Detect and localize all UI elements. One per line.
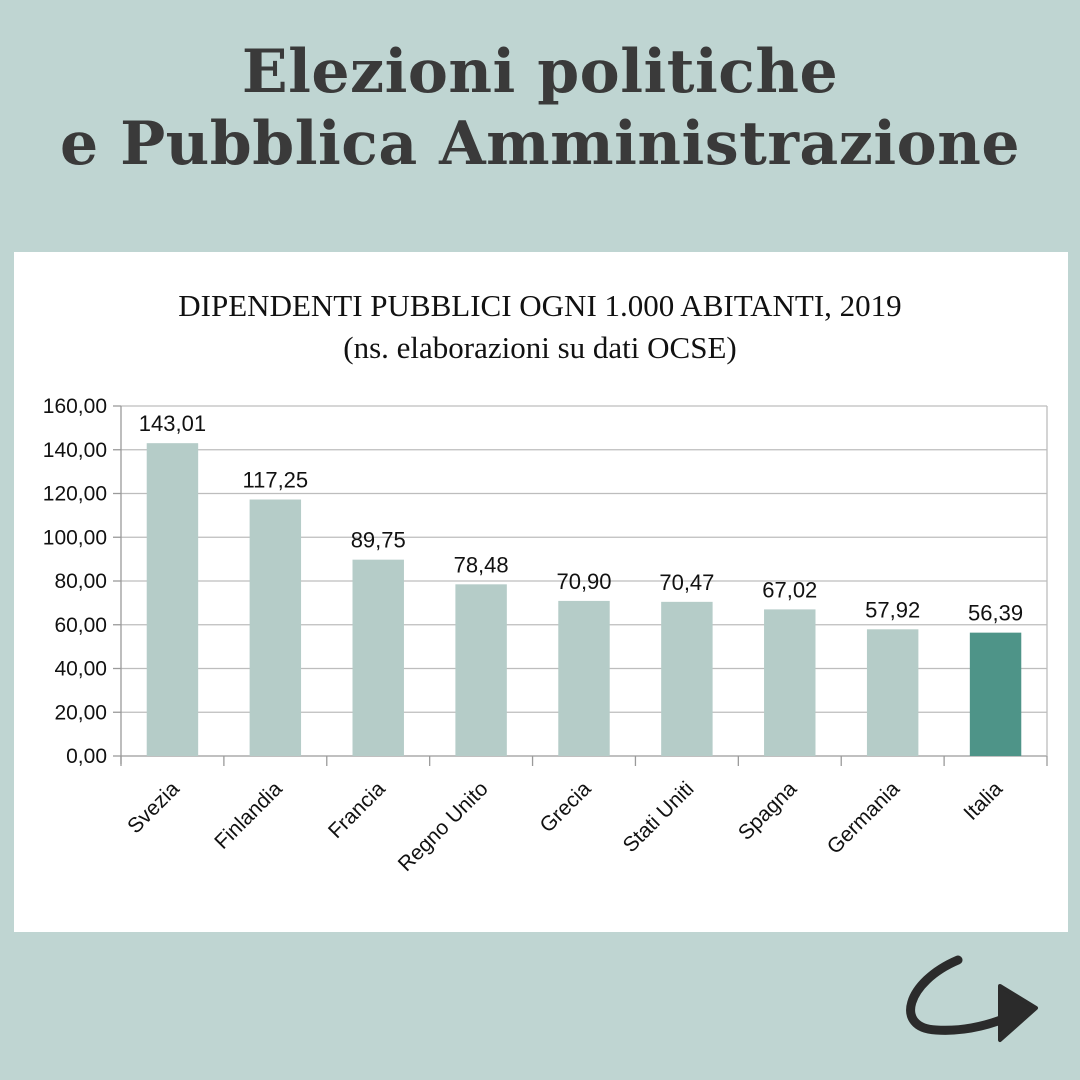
bar-grecia bbox=[558, 600, 610, 756]
bar-italia bbox=[969, 632, 1022, 756]
data-label: 67,02 bbox=[762, 577, 817, 602]
y-tick-label: 0,00 bbox=[66, 745, 107, 768]
data-label: 56,39 bbox=[968, 601, 1023, 626]
chart-title: DIPENDENTI PUBBLICI OGNI 1.000 ABITANTI,… bbox=[178, 288, 901, 323]
data-label: 70,90 bbox=[556, 569, 611, 594]
x-tick-label: Spagna bbox=[734, 777, 802, 845]
x-tick-label: Grecia bbox=[536, 777, 596, 837]
page-title: Elezioni politiche e Pubblica Amministra… bbox=[0, 36, 1080, 180]
title-line-1: Elezioni politiche bbox=[241, 37, 839, 107]
data-label: 117,25 bbox=[243, 468, 309, 493]
x-tick-label: Italia bbox=[959, 777, 1007, 825]
bar-regno-unito bbox=[455, 584, 507, 756]
data-label: 78,48 bbox=[454, 552, 509, 577]
data-label: 70,47 bbox=[659, 570, 714, 595]
bar-chart: DIPENDENTI PUBBLICI OGNI 1.000 ABITANTI,… bbox=[43, 288, 1048, 876]
y-tick-label: 60,00 bbox=[54, 614, 107, 637]
axes bbox=[113, 405, 1048, 766]
y-tick-label: 120,00 bbox=[43, 483, 107, 506]
y-tick-label: 80,00 bbox=[54, 570, 107, 593]
bar-germania bbox=[866, 629, 919, 756]
y-tick-label: 160,00 bbox=[43, 395, 107, 418]
bars bbox=[146, 443, 1022, 756]
data-label: 89,75 bbox=[351, 528, 406, 553]
bar-francia bbox=[352, 559, 404, 756]
x-tick-label: Francia bbox=[324, 777, 390, 843]
bar-stati-uniti bbox=[661, 601, 713, 756]
title-line-2: e Pubblica Amministrazione bbox=[60, 109, 1020, 179]
x-tick-label: Regno Unito bbox=[394, 777, 493, 876]
curved-arrow-right-icon[interactable] bbox=[896, 950, 1046, 1070]
y-tick-label: 20,00 bbox=[54, 701, 107, 724]
x-tick-label: Germania bbox=[823, 777, 905, 859]
y-tick-label: 140,00 bbox=[43, 439, 107, 462]
bar-finlandia bbox=[249, 499, 302, 756]
chart-card: DIPENDENTI PUBBLICI OGNI 1.000 ABITANTI,… bbox=[14, 252, 1068, 932]
x-tick-label: Stati Uniti bbox=[619, 777, 699, 857]
x-tick-label: Finlandia bbox=[210, 777, 287, 854]
data-label: 143,01 bbox=[139, 411, 206, 436]
y-tick-label: 40,00 bbox=[54, 658, 107, 681]
x-tick-label: Svezia bbox=[123, 777, 184, 838]
y-tick-label: 100,00 bbox=[43, 526, 107, 549]
data-label: 57,92 bbox=[865, 597, 920, 622]
chart-subtitle: (ns. elaborazioni su dati OCSE) bbox=[343, 330, 736, 365]
bar-spagna bbox=[764, 609, 816, 756]
bar-svezia bbox=[146, 443, 199, 756]
